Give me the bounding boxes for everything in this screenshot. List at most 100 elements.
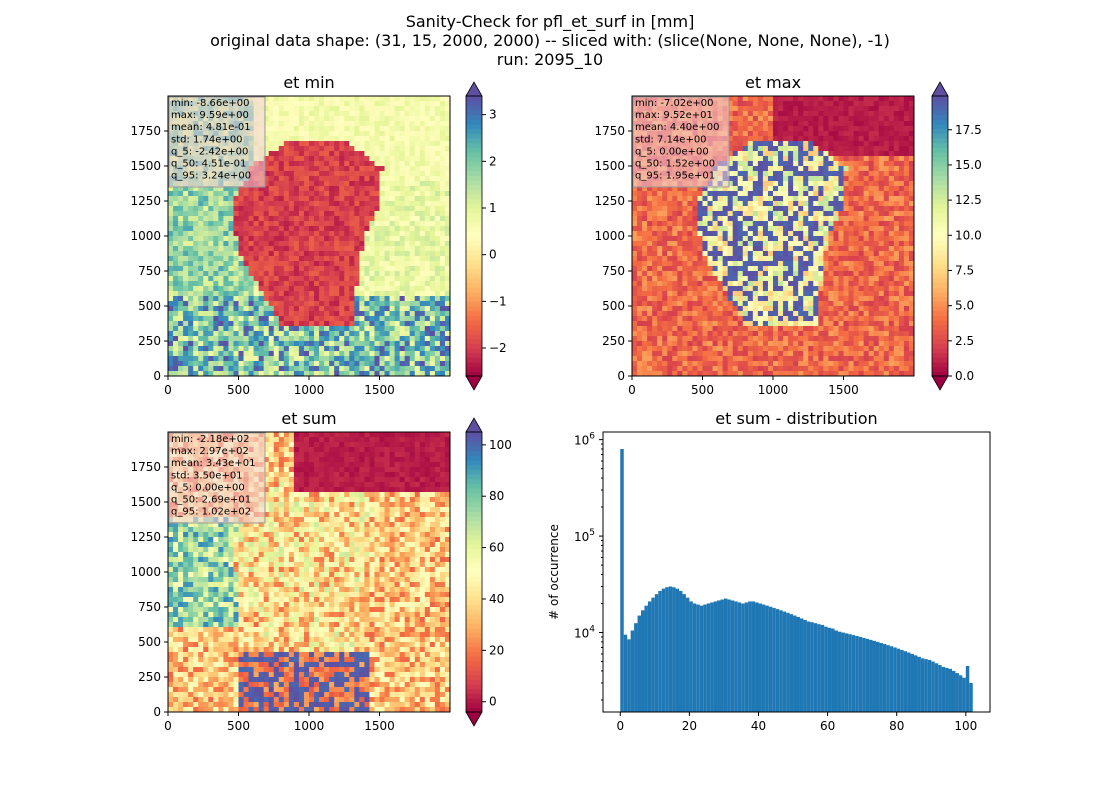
histogram-bar — [855, 636, 859, 712]
histogram-bar — [799, 618, 804, 712]
histogram-bar — [654, 594, 659, 712]
x-tick-label: 0 — [616, 719, 624, 733]
x-tick-label: 1000 — [294, 719, 325, 733]
histogram-bar — [834, 630, 838, 712]
histogram-bar — [717, 600, 721, 712]
colorbar: 0 20 40 60 80 100 — [465, 417, 512, 727]
histogram-bar — [675, 588, 680, 712]
colorbar-extend-min — [465, 711, 483, 727]
histogram-bar — [658, 590, 662, 712]
histogram-bar — [741, 603, 745, 712]
panel-title: et sum - distribution — [715, 409, 877, 428]
panel-title: et max — [745, 73, 801, 92]
histogram-bar — [723, 598, 728, 712]
colorbar-frame — [465, 95, 483, 377]
histogram-bar — [765, 605, 769, 712]
axes-frame — [602, 431, 991, 713]
histogram-bar — [810, 622, 814, 712]
histogram-bar — [779, 610, 783, 712]
y-tick-label: 250 — [602, 334, 625, 348]
histogram-bar — [737, 602, 742, 712]
histogram-bar — [634, 623, 638, 712]
colorbar-tick-label: 80 — [489, 489, 504, 503]
colorbar-tick-label: 3 — [489, 108, 497, 122]
histogram-bar — [730, 600, 735, 712]
stats-line: mean: 3.43e+01 — [171, 458, 255, 469]
figure-title-line-3: run: 2095_10 — [496, 50, 604, 69]
histogram-bar — [817, 624, 821, 712]
stats-line: max: 9.52e+01 — [635, 110, 713, 121]
colorbar-tick-label: 0.0 — [955, 369, 974, 383]
histogram-bar — [751, 601, 756, 712]
stats-line: min: -2.18e+02 — [171, 434, 250, 445]
histogram-bar — [703, 604, 707, 712]
y-tick-label: 1000 — [594, 229, 625, 243]
stats-line: std: 3.50e+01 — [171, 470, 243, 481]
y-tick-label: 105 — [574, 528, 595, 544]
y-tick-label: 1750 — [594, 124, 625, 138]
y-tick-label: 0 — [153, 705, 161, 719]
y-tick-label: 500 — [602, 299, 625, 313]
histogram-bar — [927, 659, 932, 712]
histogram-bar — [872, 640, 876, 712]
histogram-bar — [637, 615, 642, 712]
x-tick-label: 1500 — [364, 383, 395, 397]
y-tick-label: 1000 — [130, 565, 161, 579]
y-tick-label: 1500 — [130, 159, 161, 173]
histogram-bar — [831, 628, 835, 712]
histogram-bar — [758, 603, 762, 712]
histogram-bar — [844, 633, 849, 712]
heatmap-panel-1: et min 0 500 1000 1500 0 250 500 750 1000 1250 1500… — [130, 73, 506, 397]
histogram-bar — [886, 645, 890, 712]
histogram-bar — [941, 666, 946, 712]
stats-box-bg — [168, 432, 266, 524]
y-tick-label: 106 — [574, 432, 595, 448]
colorbar-tick-label: 0 — [489, 248, 497, 262]
y-tick-label: 500 — [138, 299, 161, 313]
histogram-bar — [900, 649, 904, 712]
colorbar-tick-label: 60 — [489, 541, 504, 555]
histogram-bar — [620, 448, 624, 712]
colorbar-tick-label: 7.5 — [955, 263, 974, 277]
histogram-bar — [630, 630, 635, 712]
histogram-bar — [689, 601, 693, 712]
stats-line: mean: 4.40e+00 — [635, 122, 719, 133]
colorbar-tick-label: 5.0 — [955, 299, 974, 313]
histogram-bar — [744, 602, 749, 712]
histogram-bar — [761, 604, 766, 712]
colorbar: 0.0 2.5 5.0 7.5 10.0 12.5 15.0 17.5 — [931, 81, 982, 391]
stats-line: max: 9.59e+00 — [171, 110, 249, 121]
histogram-bar — [772, 607, 776, 712]
x-tick-label: 500 — [227, 383, 250, 397]
colorbar-extend-max — [465, 417, 483, 433]
x-tick-label: 0 — [628, 383, 636, 397]
y-tick-label: 1750 — [130, 460, 161, 474]
histogram-bar — [869, 639, 873, 712]
stats-line: std: 1.74e+00 — [171, 134, 243, 145]
histogram-bar — [706, 603, 711, 712]
x-tick-label: 1000 — [294, 383, 325, 397]
histogram-bar — [969, 682, 973, 712]
histogram-bar — [934, 663, 939, 712]
histogram-panel: et sum - distribution 0 20 40 60 80 100 104 105 1… — [547, 409, 991, 733]
histogram-bar — [748, 601, 752, 712]
colorbar-extend-max — [465, 81, 483, 97]
colorbar-tick-label: 100 — [489, 438, 512, 452]
histogram-bar — [889, 646, 894, 712]
y-tick-label: 0 — [153, 369, 161, 383]
stats-line: q_50: 4.51e-01 — [171, 159, 246, 170]
x-tick-label: 500 — [227, 719, 250, 733]
colorbar-tick-label: −1 — [489, 294, 507, 308]
histogram-bar — [931, 661, 935, 712]
histogram-bar — [917, 656, 921, 712]
colorbar-frame — [931, 95, 949, 377]
histogram-bar — [692, 603, 697, 712]
histogram-bar — [824, 626, 828, 712]
histogram-bar — [862, 637, 866, 712]
histogram-bar — [720, 599, 724, 712]
y-tick-label: 1500 — [594, 159, 625, 173]
y-tick-label: 1250 — [130, 194, 161, 208]
y-tick-label: 750 — [602, 264, 625, 278]
colorbar-extend-max — [931, 81, 949, 97]
histogram-bar — [627, 639, 631, 712]
